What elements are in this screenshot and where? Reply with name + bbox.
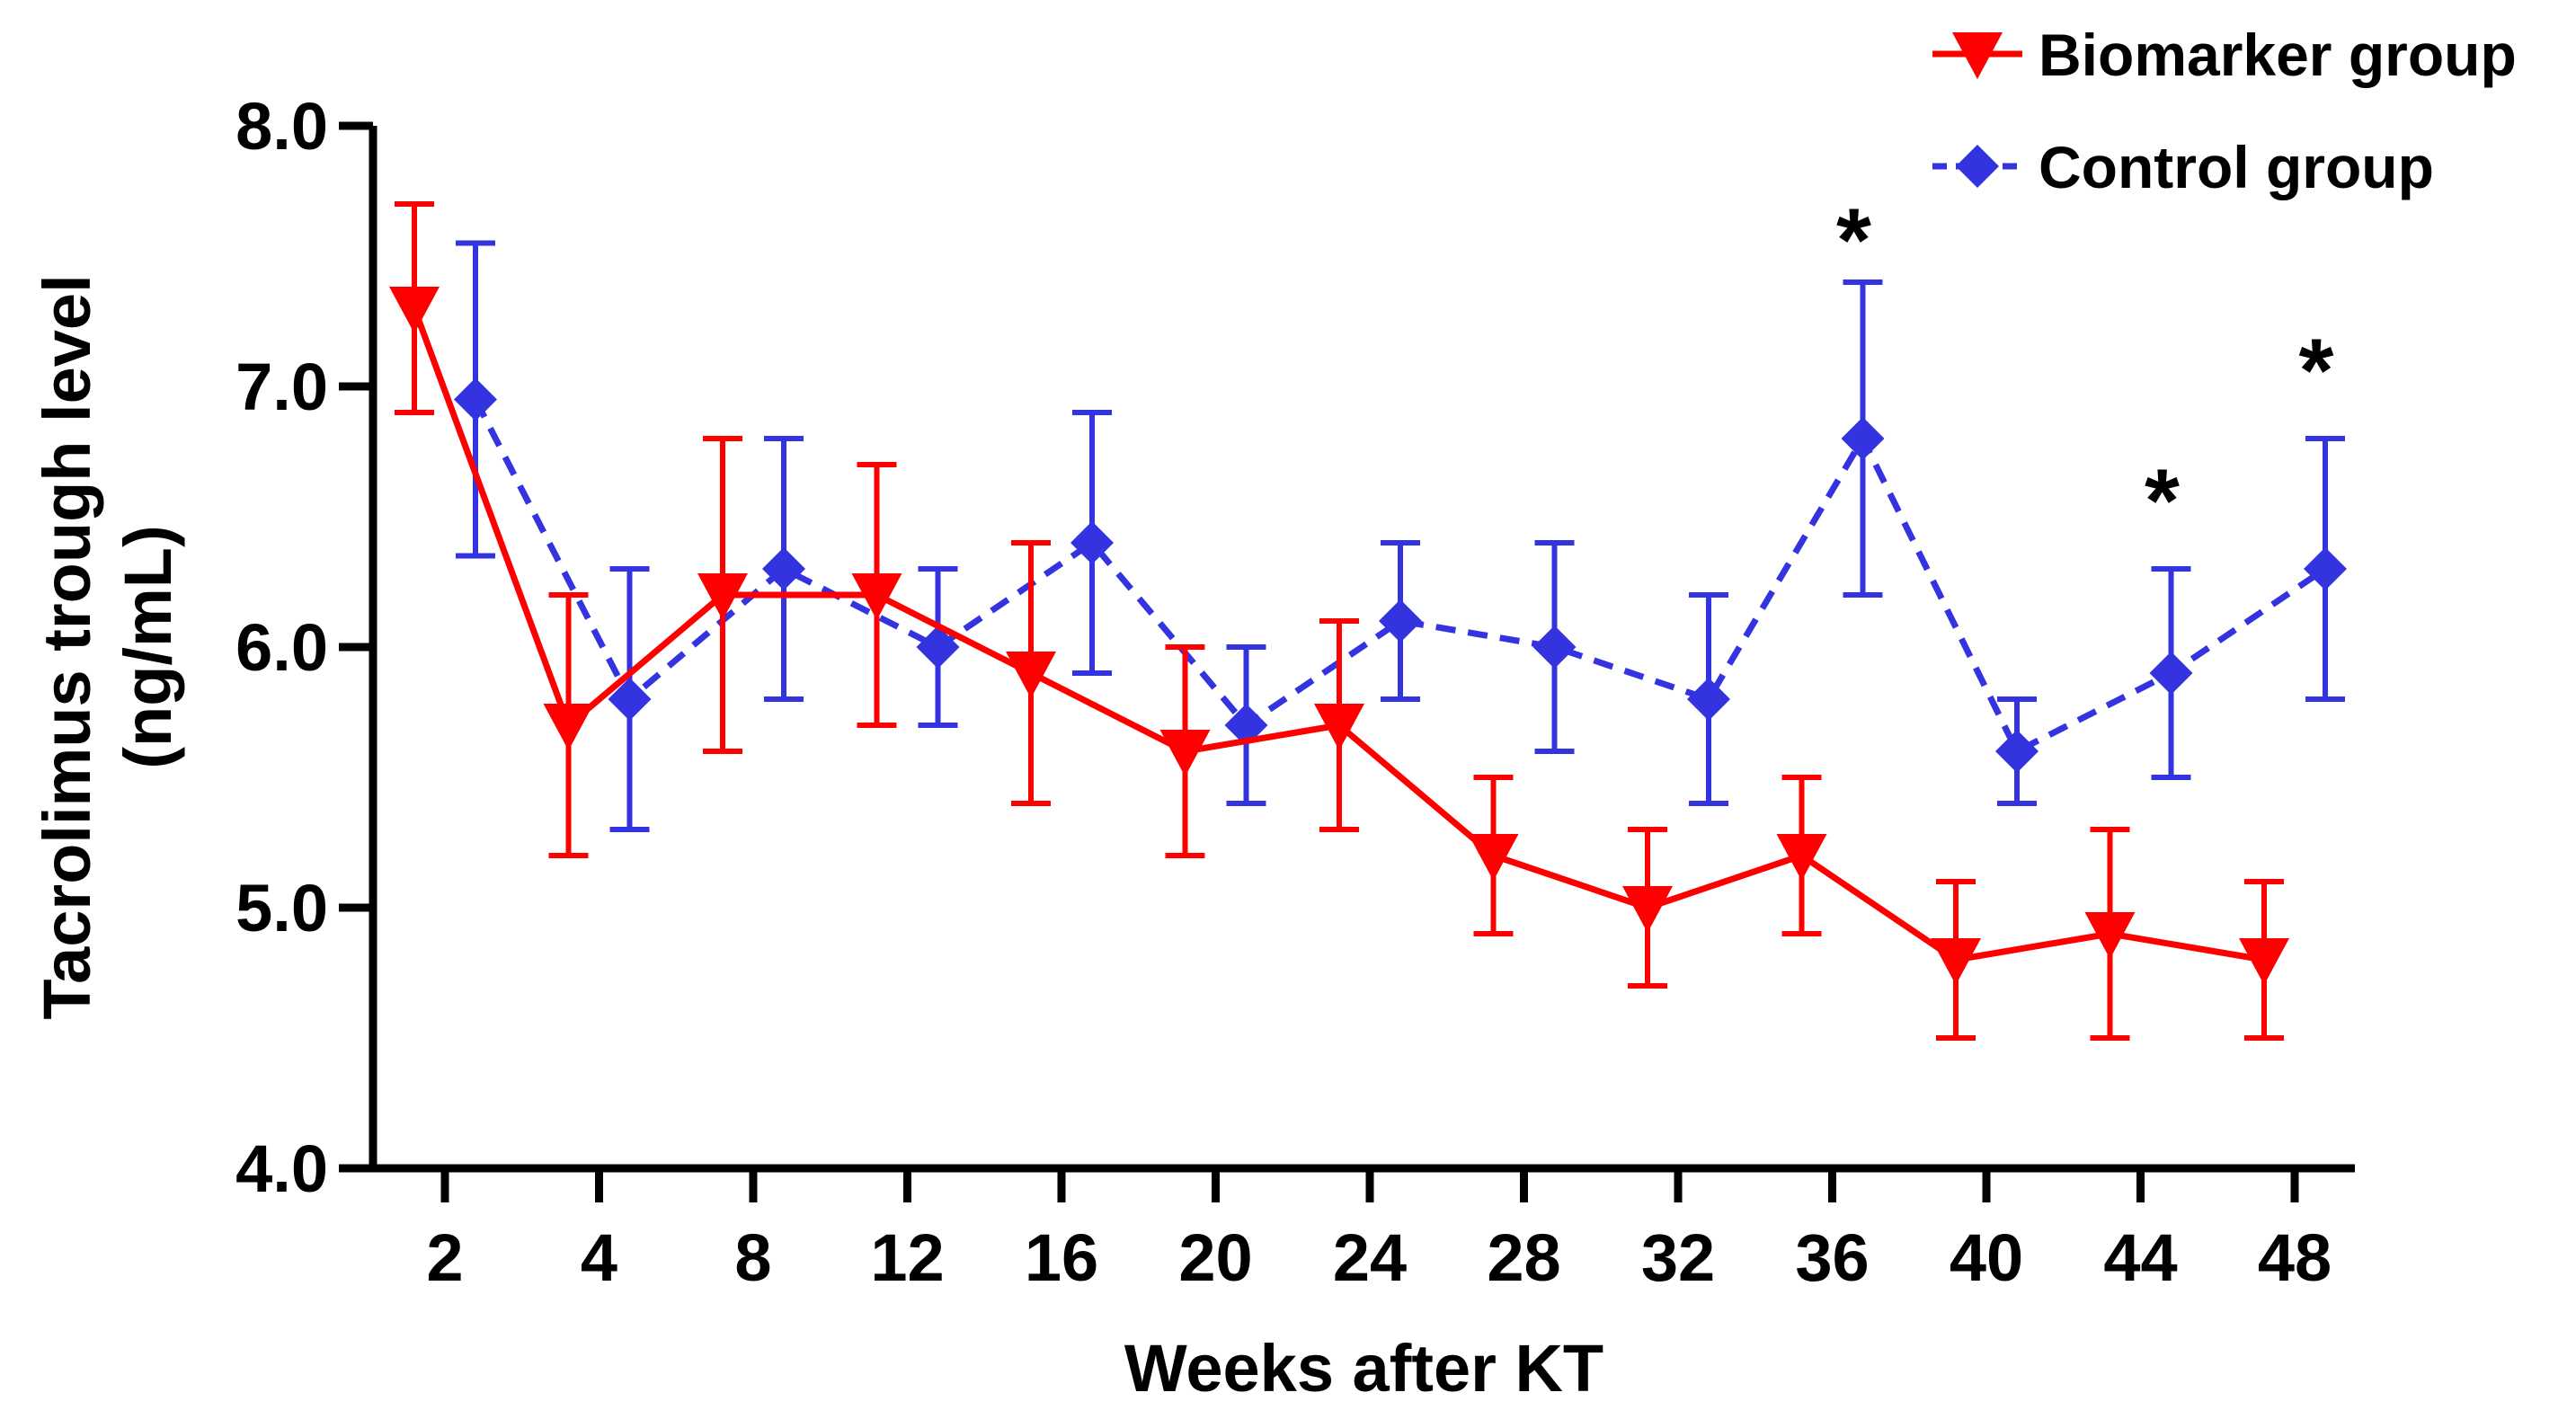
- y-axis-title-line-2: (ng/mL): [111, 525, 185, 768]
- y-tick-label: 8.0: [235, 89, 328, 164]
- data-point: [1532, 625, 1577, 669]
- x-tick-label: 28: [1487, 1220, 1560, 1295]
- y-axis-title-line-1: Tacrolimus trough level: [30, 274, 104, 1019]
- data-point: [2239, 938, 2289, 985]
- x-tick-label: 20: [1178, 1220, 1252, 1295]
- legend-item: Control group: [1932, 134, 2434, 200]
- data-point: [1314, 704, 1364, 750]
- data-point: [1159, 730, 1211, 776]
- data-point: [1995, 730, 2039, 773]
- x-tick-label: 16: [1025, 1220, 1098, 1295]
- x-tick-label: 40: [1950, 1220, 2023, 1295]
- series-biomarker: [389, 201, 2289, 1041]
- series-layer: [389, 201, 2347, 1041]
- data-point: [1931, 938, 1981, 985]
- x-axis-title: Weeks after KT: [1124, 1331, 1603, 1406]
- x-tick-label: 12: [870, 1220, 944, 1295]
- data-point: [851, 573, 902, 620]
- annotations-layer: * * *: [1836, 191, 2334, 552]
- data-point: [1006, 652, 1056, 698]
- x-tick-label: 32: [1641, 1220, 1715, 1295]
- x-tick-label: 48: [2258, 1220, 2332, 1295]
- y-tick-label: 6.0: [235, 610, 328, 685]
- legend-label: Control group: [2039, 134, 2434, 200]
- data-point: [1379, 599, 1422, 643]
- data-point: [916, 625, 960, 669]
- x-tick-label: 24: [1333, 1220, 1407, 1295]
- data-point: [1841, 417, 1885, 460]
- x-tick-label: 44: [2103, 1220, 2177, 1295]
- y-tick-label: 4.0: [235, 1131, 328, 1206]
- data-point: [2149, 652, 2193, 695]
- data-point: [1468, 834, 1519, 881]
- x-tick-label: 4: [581, 1220, 617, 1295]
- data-point: [608, 678, 652, 721]
- y-axis-title: Tacrolimus trough level (ng/mL): [30, 274, 185, 1019]
- data-point: [1070, 521, 1114, 564]
- data-point: [454, 377, 497, 421]
- data-point: [2084, 912, 2136, 959]
- significance-star: *: [2145, 451, 2180, 552]
- significance-star: *: [1836, 191, 1871, 291]
- legend-item: Biomarker group: [1932, 22, 2517, 88]
- data-point: [1956, 145, 1999, 188]
- legend: Biomarker group Control group: [1932, 22, 2517, 200]
- data-point: [1952, 32, 2003, 79]
- data-point: [762, 547, 805, 590]
- significance-star: *: [2299, 321, 2334, 421]
- data-point: [697, 573, 748, 620]
- data-point: [2304, 547, 2347, 590]
- x-tick-label: 8: [734, 1220, 771, 1295]
- data-point: [543, 704, 594, 750]
- y-tick-label: 7.0: [235, 350, 328, 424]
- data-point: [1622, 886, 1673, 933]
- y-tick-label: 5.0: [235, 871, 328, 945]
- data-point: [1687, 678, 1730, 721]
- legend-label: Biomarker group: [2039, 22, 2517, 88]
- series-control: [454, 240, 2347, 832]
- axes: 4.05.06.07.08.02 4 8 12 16 20 24 28 32 36 40 44 48We…: [30, 89, 2355, 1406]
- data-point: [389, 287, 440, 333]
- x-tick-label: 2: [426, 1220, 463, 1295]
- x-tick-label: 36: [1795, 1220, 1869, 1295]
- data-point: [1776, 834, 1827, 881]
